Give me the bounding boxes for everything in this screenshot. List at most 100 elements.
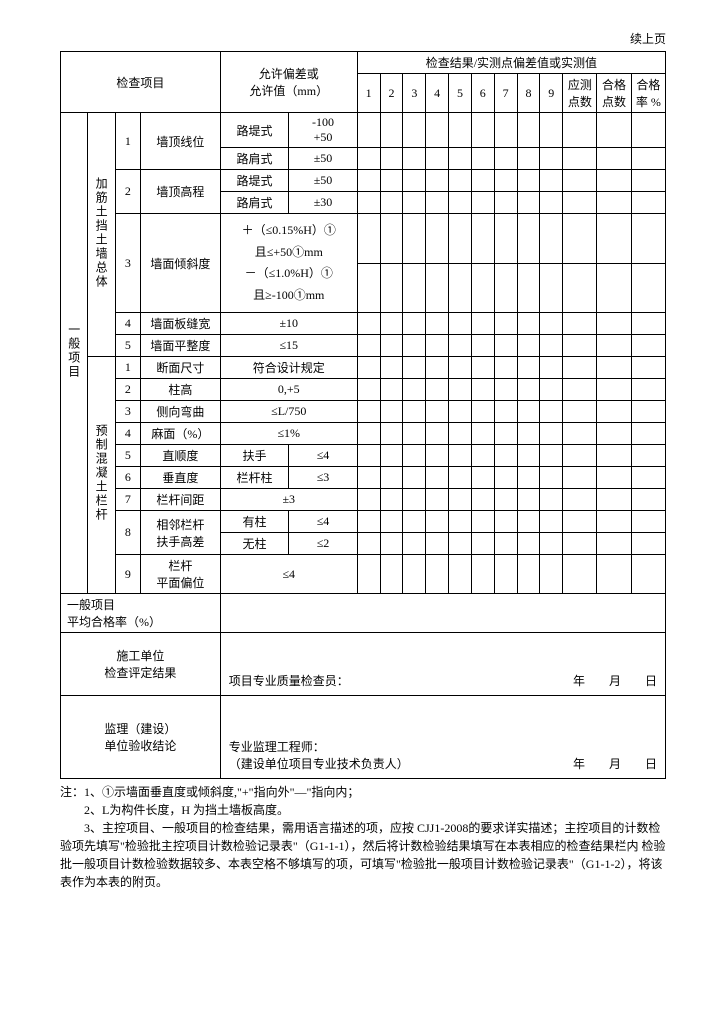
cell[interactable] — [426, 401, 449, 423]
cell[interactable] — [597, 313, 631, 335]
cell[interactable] — [540, 214, 563, 264]
cell[interactable] — [494, 467, 517, 489]
cell[interactable] — [403, 379, 426, 401]
cell[interactable] — [471, 113, 494, 148]
cell[interactable] — [540, 555, 563, 594]
cell[interactable] — [631, 170, 665, 192]
cell[interactable] — [403, 489, 426, 511]
cell[interactable] — [403, 335, 426, 357]
cell[interactable] — [403, 192, 426, 214]
cell[interactable] — [517, 423, 540, 445]
cell[interactable] — [471, 533, 494, 555]
cell[interactable] — [471, 467, 494, 489]
cell[interactable] — [540, 113, 563, 148]
cell[interactable] — [517, 148, 540, 170]
cell[interactable] — [357, 467, 380, 489]
cell[interactable] — [380, 263, 403, 313]
cell[interactable] — [517, 445, 540, 467]
cell[interactable] — [517, 489, 540, 511]
cell[interactable] — [403, 467, 426, 489]
cell[interactable] — [631, 113, 665, 148]
cell[interactable] — [494, 555, 517, 594]
cell[interactable] — [471, 263, 494, 313]
cell[interactable] — [597, 170, 631, 192]
cell[interactable] — [517, 214, 540, 264]
cell[interactable] — [403, 313, 426, 335]
cell[interactable] — [540, 401, 563, 423]
cell[interactable] — [540, 489, 563, 511]
cell[interactable] — [563, 335, 597, 357]
cell[interactable] — [597, 445, 631, 467]
cell[interactable] — [494, 148, 517, 170]
cell[interactable] — [426, 379, 449, 401]
cell[interactable] — [380, 511, 403, 533]
cell[interactable] — [449, 263, 472, 313]
cell[interactable] — [403, 511, 426, 533]
cell[interactable] — [357, 170, 380, 192]
cell[interactable] — [426, 214, 449, 264]
cell[interactable] — [597, 533, 631, 555]
cell[interactable] — [449, 335, 472, 357]
cell[interactable] — [449, 533, 472, 555]
cell[interactable] — [357, 357, 380, 379]
cell[interactable] — [380, 148, 403, 170]
cell[interactable] — [426, 555, 449, 594]
cell[interactable] — [597, 263, 631, 313]
cell[interactable] — [540, 335, 563, 357]
cell[interactable] — [357, 555, 380, 594]
cell[interactable] — [631, 489, 665, 511]
cell[interactable] — [563, 214, 597, 264]
cell[interactable] — [517, 170, 540, 192]
cell[interactable] — [426, 263, 449, 313]
cell[interactable] — [357, 263, 380, 313]
cell[interactable] — [426, 313, 449, 335]
cell[interactable] — [357, 379, 380, 401]
cell[interactable] — [563, 445, 597, 467]
cell[interactable] — [380, 445, 403, 467]
cell[interactable] — [517, 263, 540, 313]
cell[interactable] — [403, 533, 426, 555]
cell[interactable] — [494, 192, 517, 214]
cell[interactable] — [449, 401, 472, 423]
cell[interactable] — [449, 192, 472, 214]
cell[interactable] — [563, 555, 597, 594]
cell[interactable] — [357, 313, 380, 335]
cell[interactable] — [449, 423, 472, 445]
cell[interactable] — [563, 467, 597, 489]
cell[interactable] — [540, 511, 563, 533]
cell[interactable] — [597, 401, 631, 423]
cell[interactable] — [597, 489, 631, 511]
cell[interactable] — [357, 192, 380, 214]
cell[interactable] — [380, 192, 403, 214]
superv-content[interactable]: 专业监理工程师： （建设单位项目专业技术负责人） 年 月 日 — [220, 696, 665, 779]
cell[interactable] — [403, 113, 426, 148]
cell[interactable] — [517, 555, 540, 594]
cell[interactable] — [494, 263, 517, 313]
cell[interactable] — [563, 379, 597, 401]
cell[interactable] — [540, 170, 563, 192]
cell[interactable] — [403, 263, 426, 313]
cell[interactable] — [563, 192, 597, 214]
cell[interactable] — [426, 423, 449, 445]
cell[interactable] — [563, 313, 597, 335]
cell[interactable] — [563, 263, 597, 313]
cell[interactable] — [631, 335, 665, 357]
cell[interactable] — [517, 335, 540, 357]
cell[interactable] — [471, 401, 494, 423]
cell[interactable] — [494, 379, 517, 401]
cell[interactable] — [494, 533, 517, 555]
cell[interactable] — [403, 445, 426, 467]
cell[interactable] — [380, 335, 403, 357]
cell[interactable] — [631, 263, 665, 313]
cell[interactable] — [540, 263, 563, 313]
cell[interactable] — [540, 313, 563, 335]
cell[interactable] — [471, 445, 494, 467]
cell[interactable] — [426, 511, 449, 533]
cell[interactable] — [517, 357, 540, 379]
cell[interactable] — [403, 214, 426, 264]
cell[interactable] — [597, 423, 631, 445]
cell[interactable] — [471, 214, 494, 264]
cell[interactable] — [449, 379, 472, 401]
cell[interactable] — [597, 467, 631, 489]
cell[interactable] — [517, 467, 540, 489]
